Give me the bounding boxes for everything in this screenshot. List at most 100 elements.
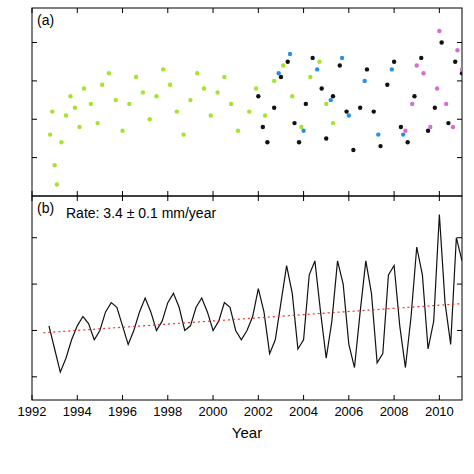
data-area xyxy=(48,29,462,187)
point xyxy=(272,79,276,83)
point xyxy=(421,71,425,75)
x-tick xyxy=(439,196,440,201)
point xyxy=(59,140,63,144)
point xyxy=(419,56,423,60)
x-tick xyxy=(303,196,304,201)
y-tick xyxy=(32,80,37,81)
x-tick xyxy=(439,395,440,400)
point xyxy=(48,132,52,136)
point xyxy=(141,90,145,94)
panel-label: (a) xyxy=(37,12,54,28)
point xyxy=(114,98,118,102)
point xyxy=(77,125,81,129)
x-tick-label: 2004 xyxy=(289,404,318,419)
point xyxy=(437,29,441,33)
y-tick xyxy=(32,376,37,377)
panel-label: (b) xyxy=(37,200,54,216)
x-tick xyxy=(77,8,78,13)
point xyxy=(310,56,314,60)
point xyxy=(340,56,344,60)
x-tick xyxy=(303,395,304,400)
x-tick xyxy=(32,196,33,201)
point xyxy=(412,94,416,98)
x-tick xyxy=(77,191,78,196)
line xyxy=(49,215,462,373)
x-tick-label: 2008 xyxy=(380,404,409,419)
x-tick xyxy=(394,191,395,196)
point xyxy=(254,86,258,90)
point xyxy=(446,121,450,125)
point xyxy=(82,86,86,90)
point xyxy=(338,63,342,67)
x-tick-label: 2002 xyxy=(244,404,273,419)
point xyxy=(344,109,348,113)
point xyxy=(272,106,276,110)
point xyxy=(209,113,213,117)
x-tick xyxy=(348,191,349,196)
point xyxy=(100,83,104,87)
point xyxy=(455,48,459,52)
x-tick xyxy=(348,395,349,400)
y-tick xyxy=(457,376,462,377)
y-tick xyxy=(457,42,462,43)
x-tick-label: 2006 xyxy=(334,404,363,419)
panel: (a) xyxy=(32,8,464,196)
point xyxy=(52,163,56,167)
point xyxy=(410,102,414,106)
y-tick xyxy=(457,119,462,120)
point xyxy=(392,60,396,64)
point xyxy=(405,140,409,144)
point xyxy=(426,129,430,133)
y-tick xyxy=(457,237,462,238)
y-tick xyxy=(457,157,462,158)
point xyxy=(73,106,77,110)
point xyxy=(439,40,443,44)
point xyxy=(236,129,240,133)
point xyxy=(324,136,328,140)
x-tick xyxy=(167,191,168,196)
point xyxy=(401,132,405,136)
x-tick-label: 2010 xyxy=(425,404,454,419)
point xyxy=(376,132,380,136)
x-tick-label: 1998 xyxy=(153,404,182,419)
point xyxy=(385,83,389,87)
point xyxy=(89,102,93,106)
y-tick xyxy=(32,119,37,120)
point xyxy=(286,60,290,64)
x-tick xyxy=(32,191,33,196)
x-tick xyxy=(258,395,259,400)
point xyxy=(265,140,269,144)
x-tick xyxy=(394,395,395,400)
point xyxy=(347,113,351,117)
x-tick xyxy=(258,191,259,196)
point xyxy=(433,106,437,110)
point xyxy=(290,94,294,98)
point xyxy=(154,94,158,98)
point xyxy=(95,121,99,125)
point xyxy=(247,109,251,113)
x-tick xyxy=(258,8,259,13)
point xyxy=(428,125,432,129)
point xyxy=(147,117,151,121)
point xyxy=(324,102,328,106)
point xyxy=(288,52,292,56)
point xyxy=(329,98,333,102)
point xyxy=(308,75,312,79)
point xyxy=(188,98,192,102)
x-tick xyxy=(258,196,259,201)
x-tick xyxy=(122,395,123,400)
point xyxy=(256,94,260,98)
point xyxy=(297,140,301,144)
point xyxy=(319,86,323,90)
y-tick xyxy=(457,284,462,285)
point xyxy=(134,75,138,79)
point xyxy=(261,125,265,129)
point xyxy=(276,71,280,75)
point xyxy=(460,71,462,75)
x-tick xyxy=(439,191,440,196)
point xyxy=(263,113,267,117)
x-tick xyxy=(303,8,304,13)
point xyxy=(453,60,457,64)
point xyxy=(415,63,419,67)
y-tick xyxy=(32,284,37,285)
